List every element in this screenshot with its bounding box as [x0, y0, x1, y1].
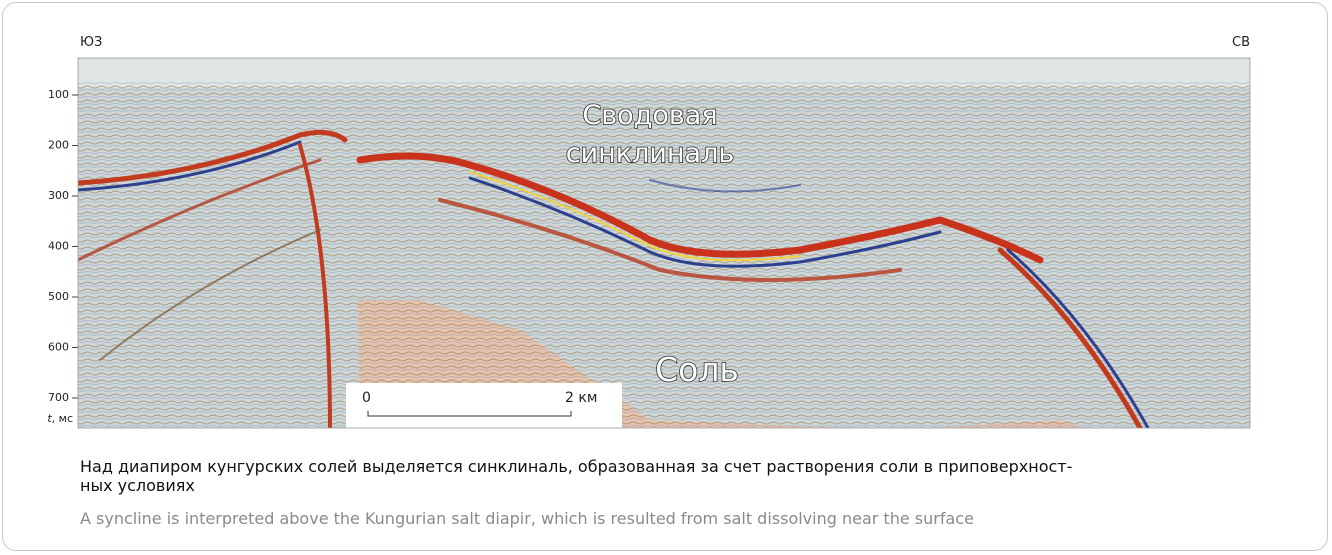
tick-label: 600: [48, 341, 69, 354]
scale-bar: [367, 411, 572, 417]
caption-line: ных условиях: [80, 476, 195, 495]
caption-en: A syncline is interpreted above the Kung…: [80, 509, 974, 528]
tick-label: 400: [48, 240, 69, 253]
syncline-label: синклиналь: [566, 138, 735, 169]
scale-end: 2 км: [565, 390, 597, 406]
direction-label: ЮЗ: [80, 35, 102, 50]
tick-label: 300: [48, 189, 69, 202]
scale-start: 0: [362, 390, 371, 406]
seismic-section: Сводовая синклиналь Соль 0 2 км: [78, 58, 1250, 428]
tick-label: 200: [48, 139, 69, 152]
caption-line: Над диапиром кунгурских солей выделяется…: [80, 457, 1073, 476]
caption-ru: Над диапиром кунгурских солей выделяется…: [80, 457, 1320, 495]
tick-label: 700: [48, 391, 69, 404]
axis-label: t, мс: [47, 412, 73, 425]
section-frame: [77, 57, 1251, 429]
axis-variable: t: [47, 412, 52, 425]
figure: Сводовая синклиналь Соль 0 2 км ЮЗ СВ t,…: [47, 35, 1251, 429]
salt-label: Соль: [655, 350, 739, 389]
tick-label: 500: [48, 290, 69, 303]
scale-bar-box: [346, 383, 622, 428]
tick-label: 100: [48, 88, 69, 101]
syncline-label: Сводовая: [582, 100, 717, 131]
axis-unit: , мс: [52, 412, 73, 425]
direction-label: СВ: [1232, 35, 1250, 50]
